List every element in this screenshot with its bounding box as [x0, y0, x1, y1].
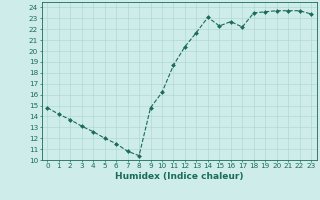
- X-axis label: Humidex (Indice chaleur): Humidex (Indice chaleur): [115, 172, 244, 181]
